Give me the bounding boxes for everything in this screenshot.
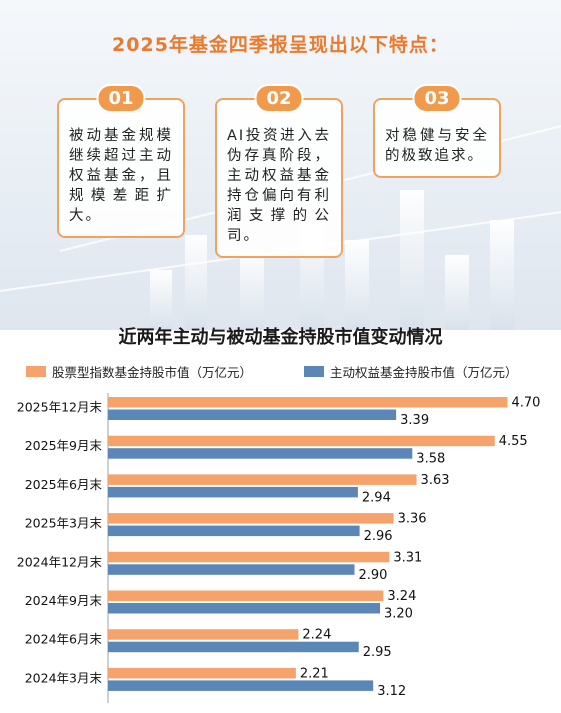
bar-group: 2025年12月末 4.70 3.39 2025年9月末 4.55 3.58 2025年6月…: [17, 396, 541, 699]
legend-swatch-passive: [26, 366, 46, 377]
bar-active: [108, 448, 413, 459]
bar-passive: [108, 551, 390, 563]
bar-passive: [108, 667, 296, 679]
point-text: AI投资进入去伪存真阶段，主动权益基金持仓偏向有利润支撑的公司。: [227, 128, 331, 244]
bar-passive: [108, 397, 508, 408]
bar-active: [108, 564, 355, 575]
legend-swatch-active: [304, 366, 324, 377]
value-label-passive: 4.70: [512, 396, 541, 411]
legend-label-active: 主动权益基金持股市值（万亿元）: [330, 365, 518, 380]
category-label: 2025年12月末: [17, 400, 103, 415]
value-label-active: 2.90: [359, 568, 388, 583]
point-number: 01: [96, 84, 146, 113]
point-card-2: 02 AI投资进入去伪存真阶段，主动权益基金持仓偏向有利润支撑的公司。: [215, 84, 343, 258]
value-label-active: 2.94: [362, 490, 391, 505]
bar-active: [108, 603, 380, 614]
decor-bar: [490, 220, 514, 330]
page-title: 2025年基金四季报呈现出以下特点：: [112, 34, 449, 56]
value-label-active: 2.95: [363, 645, 392, 660]
point-card-3: 03 对稳健与安全的极致追求。: [373, 84, 501, 178]
bar-active: [108, 409, 397, 420]
value-label-passive: 2.24: [302, 628, 331, 643]
category-label: 2024年9月末: [25, 593, 103, 608]
decor-bar: [345, 240, 369, 330]
value-label-active: 2.96: [364, 529, 393, 544]
value-label-passive: 3.63: [421, 473, 450, 488]
bar-active: [108, 525, 360, 537]
value-label-passive: 3.31: [393, 550, 422, 565]
category-label: 2025年3月末: [25, 516, 103, 531]
category-label: 2024年6月末: [25, 632, 103, 647]
value-label-passive: 3.36: [398, 512, 427, 527]
point-number: 03: [412, 84, 462, 113]
category-label: 2024年12月末: [17, 554, 103, 569]
bar-active: [108, 486, 358, 498]
value-label-passive: 3.24: [387, 589, 416, 604]
decor-bar: [240, 250, 264, 330]
value-label-passive: 4.55: [499, 434, 528, 449]
bar-passive: [108, 474, 417, 485]
point-card-1: 01 被动基金规模继续超过主动权益基金，且规模差距扩大。: [57, 84, 185, 238]
point-number: 02: [254, 84, 304, 113]
decor-bar: [445, 255, 469, 330]
category-label: 2025年6月末: [25, 477, 103, 492]
category-label: 2025年9月末: [25, 438, 103, 453]
legend-passive: 股票型指数基金持股市值（万亿元）: [26, 362, 252, 381]
chart-title: 近两年主动与被动基金持股市值变动情况: [118, 327, 443, 348]
bar-passive: [108, 590, 384, 601]
point-text: 对稳健与安全的极致追求。: [385, 128, 489, 164]
legend-active: 主动权益基金持股市值（万亿元）: [304, 362, 518, 381]
category-label: 2024年3月末: [25, 670, 103, 685]
bar-passive: [108, 435, 495, 447]
value-label-active: 3.12: [377, 684, 406, 699]
point-text: 被动基金规模继续超过主动权益基金，且规模差距扩大。: [69, 128, 173, 224]
value-label-passive: 2.21: [300, 666, 329, 681]
bar-passive: [108, 629, 299, 640]
value-label-active: 3.20: [384, 607, 413, 622]
decor-bar: [185, 235, 207, 330]
decor-bar: [400, 190, 424, 330]
legend-label-passive: 股票型指数基金持股市值（万亿元）: [52, 365, 253, 380]
bar-active: [108, 641, 359, 653]
bar-passive: [108, 513, 394, 524]
bar-active: [108, 680, 374, 691]
value-label-active: 3.39: [400, 413, 429, 428]
value-label-active: 3.58: [416, 452, 445, 467]
decor-bar: [150, 270, 172, 330]
